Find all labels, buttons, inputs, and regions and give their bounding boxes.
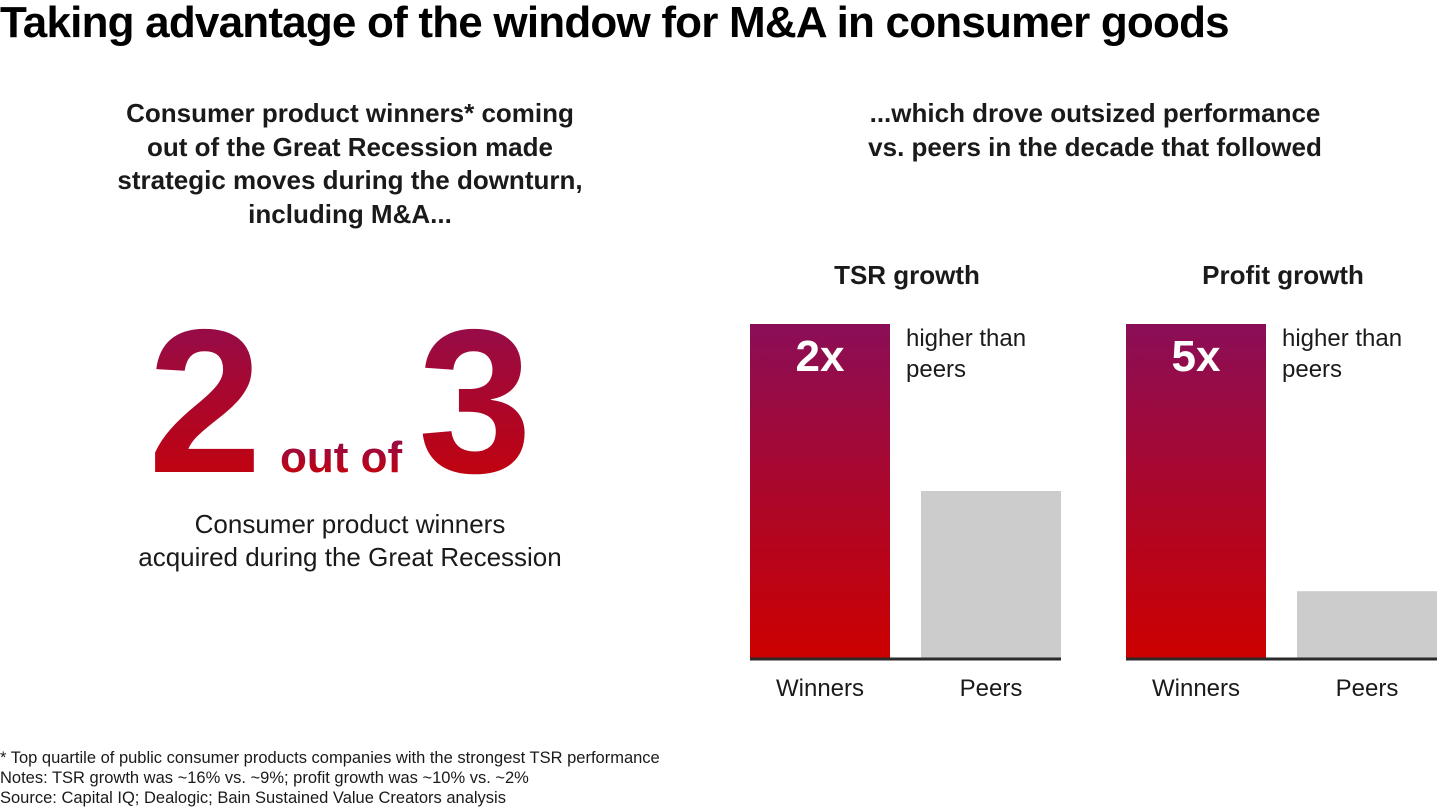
right-subtitle-line: vs. peers in the decade that followed [868,131,1322,162]
footnote-source: Source: Capital IQ; Dealogic; Bain Susta… [0,789,506,807]
left-subtitle-line: Consumer product winners* coming [126,98,574,128]
category-label: Peers [1336,675,1399,702]
annotation-line: peers [906,356,966,383]
stat-caption: Consumer product winners acquired during… [60,508,640,574]
profit-growth-chart: Profit growth Winners Peers 5x higher than p… [1118,260,1440,710]
bar-winners [750,324,890,658]
right-subtitle-line: ...which drove outsized performance [869,98,1321,128]
left-subtitle-line: strategic moves during the downturn, [117,165,583,195]
footnote-asterisk: * Top quartile of public consumer produc… [0,749,660,767]
bar-value-label: 5x [1172,332,1221,381]
bar-winners [1126,324,1266,658]
stat-caption-line: acquired during the Great Recession [138,542,562,572]
chart-title: TSR growth [834,260,980,290]
right-panel-subtitle: ...which drove outsized performance vs. … [760,97,1430,164]
left-panel-subtitle: Consumer product winners* coming out of … [60,97,640,231]
bar-peers [1297,591,1437,658]
footnotes: * Top quartile of public consumer produc… [0,748,660,808]
bar-value-label: 2x [796,332,845,381]
category-label: Winners [1152,675,1240,702]
annotation-line: peers [1282,356,1342,383]
profit-growth-plot: Winners Peers 5x higher than peers [1126,324,1437,702]
category-label: Peers [960,675,1023,702]
page-title: Taking advantage of the window for M&A i… [0,0,1230,47]
category-label: Winners [776,675,864,702]
big-stat-graphic: 2 out of 3 [148,300,532,490]
stat-denominator: 3 [418,300,532,490]
chart-title: Profit growth [1202,260,1364,290]
tsr-growth-chart: TSR growth Winners Peers 2x higher than peer… [742,260,1072,710]
stat-caption-line: Consumer product winners [194,509,506,539]
left-subtitle-line: out of the Great Recession made [147,131,553,162]
left-subtitle-line: including M&A... [248,198,452,229]
stat-numerator: 2 [148,300,256,490]
annotation-line: higher than [1282,325,1402,352]
tsr-growth-plot: Winners Peers 2x higher than peers [750,324,1061,702]
bar-peers [921,491,1061,658]
big-stat-2-out-of-3: 2 out of 3 [140,300,560,490]
annotation-line: higher than [906,325,1026,352]
footnote-notes: Notes: TSR growth was ~16% vs. ~9%; prof… [0,769,529,787]
stat-connector: out of [280,433,403,482]
